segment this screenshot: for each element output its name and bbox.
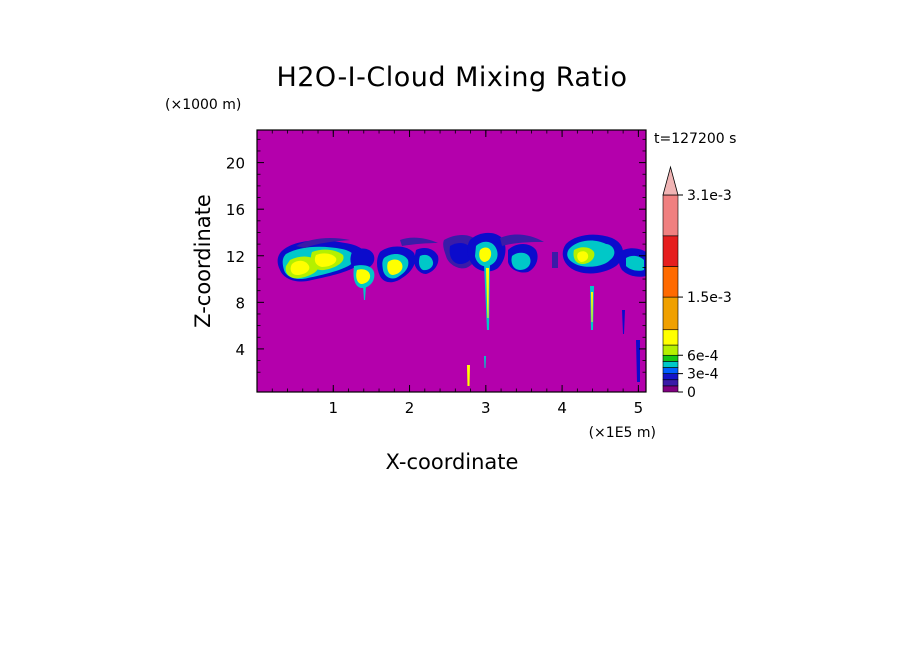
cloud-cluster-mid <box>511 252 531 270</box>
y-axis-title: Z-coordinate <box>191 194 215 328</box>
x-axis-ticks: 1 2 3 4 5 <box>271 130 644 417</box>
colorbar-segment <box>662 367 679 374</box>
x-tick-label: 1 <box>329 399 339 417</box>
precip-streak <box>467 365 470 386</box>
cloud-cluster-outer <box>552 252 558 268</box>
x-tick-label: 4 <box>557 399 567 417</box>
cloud-tail <box>486 268 489 318</box>
cloud-core <box>290 260 310 275</box>
cloud-tail <box>622 310 625 334</box>
colorbar-label: 1.5e-3 <box>687 290 732 306</box>
cloud-core <box>387 259 403 275</box>
colorbar-segment <box>662 354 679 362</box>
time-label: t=127200 s <box>654 131 736 147</box>
x-axis-unit: (×1E5 m) <box>589 425 656 441</box>
y-axis-ticks: 4 8 12 16 20 <box>226 138 646 373</box>
cloud-core <box>577 251 589 262</box>
colorbar-segment <box>662 373 679 381</box>
precip-streak <box>484 356 486 368</box>
colorbar: 3.1e-3 1.5e-3 6e-4 3e-4 0 <box>662 165 732 401</box>
colorbar-segment <box>662 235 679 267</box>
colorbar-segment <box>662 344 679 356</box>
cloud-core <box>356 269 371 284</box>
colorbar-segment <box>662 194 679 237</box>
cloud-cluster-mid <box>419 254 434 271</box>
cloud-core <box>479 247 492 262</box>
colorbar-segment <box>662 329 679 346</box>
cloud-tail <box>591 292 593 322</box>
cloud-anvil <box>500 234 544 246</box>
y-tick-label: 16 <box>226 201 245 219</box>
y-tick-label: 12 <box>226 248 245 266</box>
colorbar-label: 6e-4 <box>687 348 719 364</box>
cloud-core <box>314 253 337 267</box>
cloud-tail <box>363 286 366 300</box>
colorbar-segment <box>662 296 679 331</box>
colorbar-extend-triangle <box>662 165 679 196</box>
colorbar-label: 3.1e-3 <box>687 188 732 204</box>
y-axis-unit: (×1000 m) <box>165 97 241 113</box>
cloud-cluster-mid <box>626 255 644 271</box>
chart-title: H2O-I-Cloud Mixing Ratio <box>276 62 627 93</box>
cloud-anvil <box>400 237 438 246</box>
cloud-field <box>277 232 646 386</box>
colorbar-segment <box>662 361 679 368</box>
x-tick-label: 3 <box>481 399 491 417</box>
x-axis-title: X-coordinate <box>386 450 519 474</box>
x-tick-label: 5 <box>634 399 644 417</box>
y-tick-label: 4 <box>235 341 245 359</box>
colorbar-segment <box>662 385 679 393</box>
plot-frame <box>256 129 647 393</box>
cloud-cluster-outer <box>350 248 375 270</box>
x-tick-label: 2 <box>405 399 415 417</box>
colorbar-label: 3e-4 <box>687 367 719 383</box>
y-tick-label: 8 <box>235 294 245 312</box>
cloud-anvil <box>296 238 350 248</box>
colorbar-segment <box>662 266 679 298</box>
cloud-cluster-mid <box>597 243 615 262</box>
cloud-cluster-mid <box>449 242 473 264</box>
y-tick-label: 20 <box>226 155 245 173</box>
colorbar-segment <box>662 379 679 387</box>
cloud-tail <box>636 340 640 382</box>
colorbar-label: 0 <box>687 385 696 401</box>
